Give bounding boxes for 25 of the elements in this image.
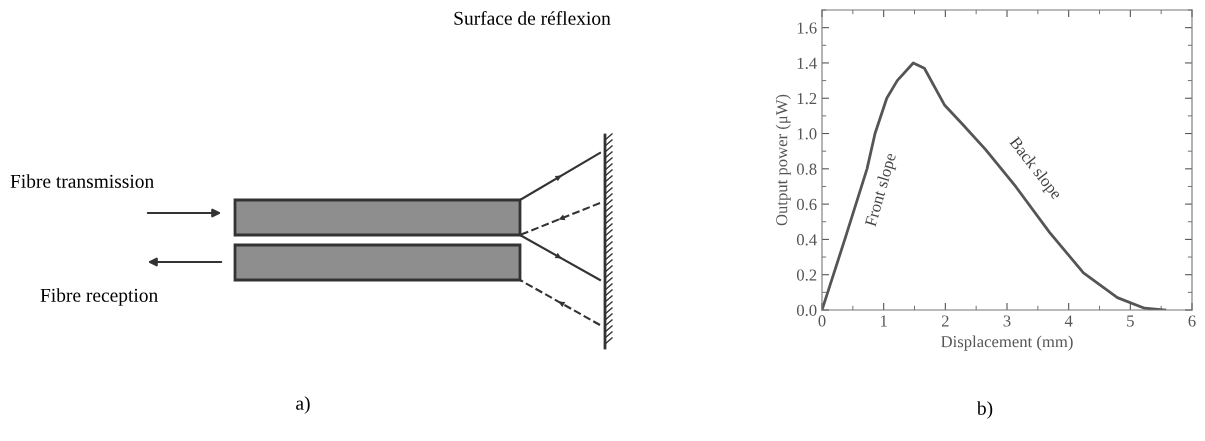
y-tick-label: 0.4: [796, 234, 817, 246]
y-tick-label: 0.2: [796, 269, 817, 281]
y-tick-label: 1.6: [797, 22, 817, 34]
x-tick-label: 5: [1127, 315, 1134, 327]
text: Fibre transmission: [10, 174, 154, 188]
y-tick-label: 0.6: [796, 198, 817, 211]
y-tick-label: 1.2: [797, 92, 817, 105]
y-tick-label: 0.0: [796, 304, 817, 317]
y-tick-label: 1.4: [797, 57, 817, 69]
x-tick-label: 0: [818, 315, 826, 327]
x-tick-label: 3: [1003, 315, 1011, 327]
y-tick-label: 1.0: [797, 128, 817, 140]
text: a): [296, 396, 310, 414]
annotation: Front slope: [864, 152, 900, 228]
x-tick-label: 1: [880, 315, 887, 327]
x-axis-title: Displacement (mm): [941, 335, 1073, 351]
text: b): [976, 401, 993, 419]
y-tick-label: 0.8: [796, 163, 817, 175]
x-tick-label: 4: [1064, 315, 1073, 327]
text: Fibre reception: [40, 288, 158, 306]
y-axis-title: Output power (μW): [775, 94, 791, 226]
line-series: [822, 61, 1167, 310]
x-tick-label: 2: [941, 315, 949, 327]
text: Surface de réflexion: [454, 10, 611, 25]
x-tick-label: 6: [1188, 315, 1196, 327]
